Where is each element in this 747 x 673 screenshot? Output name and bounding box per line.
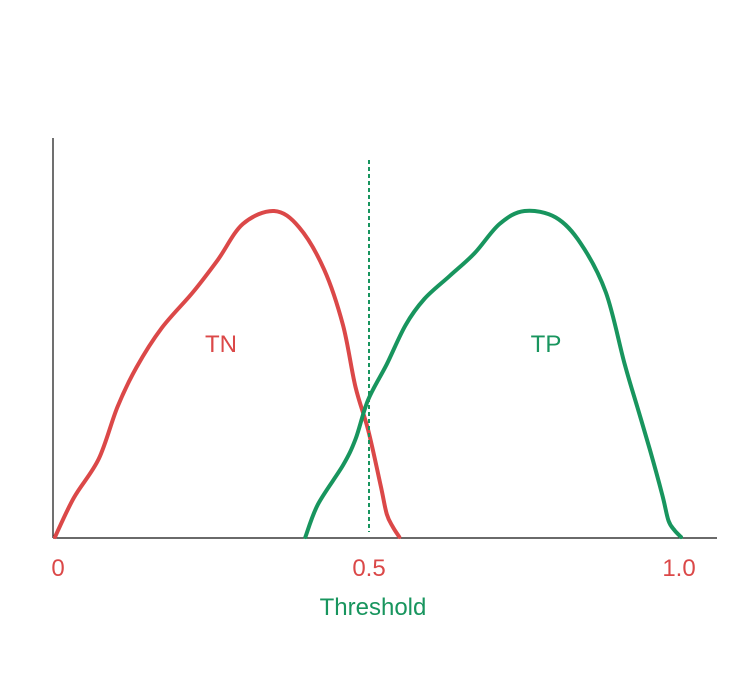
tp-label: TP bbox=[531, 331, 562, 358]
tp-curve bbox=[303, 208, 683, 539]
x-tick-label-one: 1.0 bbox=[662, 555, 695, 582]
tn-curve bbox=[53, 208, 402, 539]
x-tick-label-0: 0 bbox=[51, 555, 64, 582]
curves-layer bbox=[53, 208, 683, 539]
tn-label: TN bbox=[205, 331, 237, 358]
x-tick-label-half: 0.5 bbox=[352, 555, 385, 582]
x-axis-title: Threshold bbox=[320, 594, 427, 621]
